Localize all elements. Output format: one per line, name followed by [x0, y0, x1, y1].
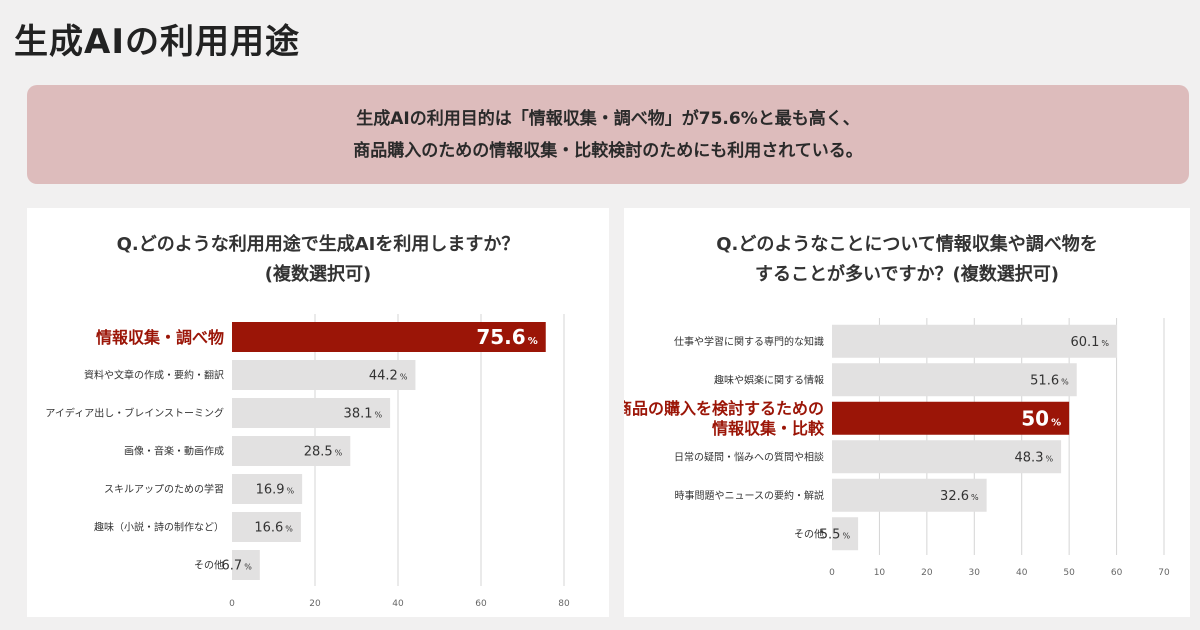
value-unit: % [335, 449, 343, 458]
value-label: 16.9% [256, 483, 295, 498]
x-tick-label: 60 [475, 599, 487, 609]
page-title: 生成AIの利用用途 [14, 22, 300, 62]
value-unit: % [1045, 454, 1053, 463]
chart-question: Q.どのようなことについて情報収集や調べ物を することが多いですか？(複数選択可… [624, 230, 1190, 290]
value-label: 50% [1021, 406, 1061, 430]
value-label: 60.1% [1070, 335, 1109, 350]
bar [832, 363, 1077, 397]
value-label: 6.7% [222, 559, 253, 574]
value-number: 6.7 [222, 559, 243, 574]
summary-line-2: 商品購入のための情報収集・比較検討のためにも利用されている。 [353, 140, 863, 161]
x-tick-label: 0 [229, 599, 235, 609]
value-number: 48.3 [1015, 450, 1044, 465]
bar [832, 517, 859, 551]
value-number: 44.2 [369, 369, 398, 384]
bar-highlighted [832, 401, 1070, 435]
value-number: 38.1 [344, 407, 373, 422]
x-tick-label: 80 [558, 599, 570, 609]
value-label: 44.2% [369, 369, 408, 384]
usage-bar-chart: 0 20 40 60 80 情報収集・調べ物 75.6 % 資料や文章の作成・要約・翻訳 44.2… [45, 314, 570, 609]
value-unit: % [528, 336, 538, 347]
value-number: 75.6 [476, 325, 525, 349]
category-label: その他 [794, 527, 824, 540]
value-number: 16.6 [254, 521, 283, 536]
value-unit: % [1061, 377, 1069, 386]
x-tick-label: 40 [392, 599, 404, 609]
category-label: 画像・音楽・動画作成 [124, 445, 224, 458]
value-label: 38.1% [344, 407, 383, 422]
bar [832, 478, 987, 512]
bar [232, 398, 391, 428]
value-number: 32.6 [940, 489, 969, 504]
x-tick-label: 0 [829, 568, 835, 578]
value-label: 51.6% [1030, 373, 1069, 388]
x-tick-label: 10 [874, 568, 886, 578]
category-label: 時事問題やニュースの要約・解説 [675, 489, 825, 502]
category-label: その他 [194, 559, 224, 572]
value-unit: % [971, 493, 979, 502]
bar [832, 440, 1062, 474]
bar [232, 512, 301, 542]
category-label: アイディア出し・ブレインストーミング [45, 407, 224, 420]
question-line-1: Q.どのような利用用途で生成AIを利用しますか？ [116, 234, 520, 255]
bar [832, 324, 1118, 358]
value-unit: % [285, 525, 293, 534]
chart-question: Q.どのような利用用途で生成AIを利用しますか？ (複数選択可) [27, 230, 609, 290]
value-number: 50 [1021, 406, 1049, 430]
x-tick-label: 50 [1063, 568, 1075, 578]
chart-panel-usage: Q.どのような利用用途で生成AIを利用しますか？ (複数選択可) 0 20 40 60… [27, 208, 609, 617]
value-number: 16.9 [256, 483, 285, 498]
category-label: 情報収集・比較 [712, 419, 825, 438]
value-label: 28.5% [304, 445, 343, 460]
info-gathering-bar-chart: 0 10 20 30 40 50 60 70 仕事や学習に関する専門的な知識 60.1 % 趣味や娯楽… [624, 318, 1170, 578]
value-unit: % [287, 487, 295, 496]
category-label: 趣味（小説・詩の制作など） [94, 521, 224, 534]
x-tick-label: 30 [969, 568, 981, 578]
question-line-2: することが多いですか？(複数選択可) [755, 264, 1059, 285]
value-unit: % [244, 563, 252, 572]
category-label: 日常の疑問・悩みへの質問や相談 [674, 450, 824, 463]
value-number: 60.1 [1070, 335, 1099, 350]
x-tick-label: 70 [1158, 568, 1170, 578]
question-line-2: (複数選択可) [264, 264, 372, 285]
category-label: 趣味や娯楽に関する情報 [714, 373, 824, 386]
x-tick-label: 20 [309, 599, 321, 609]
value-label: 32.6% [940, 489, 979, 504]
bar [232, 550, 260, 580]
value-label: 75.6% [476, 325, 537, 349]
category-label: 仕事や学習に関する専門的な知識 [674, 335, 824, 348]
bar-highlighted [232, 322, 546, 352]
x-tick-label: 40 [1016, 568, 1028, 578]
bar [232, 474, 303, 504]
category-label: 商品の購入を検討するための [624, 399, 824, 418]
value-number: 51.6 [1030, 373, 1059, 388]
x-tick-label: 60 [1111, 568, 1123, 578]
value-label: 5.5% [820, 527, 851, 542]
value-unit: % [1051, 417, 1061, 428]
chart-panel-info-gathering: Q.どのようなことについて情報収集や調べ物を することが多いですか？(複数選択可… [624, 208, 1190, 617]
value-label: 16.6% [254, 521, 293, 536]
question-line-1: Q.どのようなことについて情報収集や調べ物を [716, 234, 1098, 255]
value-unit: % [375, 411, 383, 420]
summary-banner: 生成AIの利用目的は「情報収集・調べ物」が75.6%と最も高く、 商品購入のため… [27, 85, 1189, 184]
value-label: 48.3% [1015, 450, 1054, 465]
category-label: 資料や文章の作成・要約・翻訳 [84, 369, 224, 382]
value-number: 5.5 [820, 527, 841, 542]
value-unit: % [842, 531, 850, 540]
value-unit: % [1101, 339, 1109, 348]
bar [232, 436, 351, 466]
summary-line-1: 生成AIの利用目的は「情報収集・調べ物」が75.6%と最も高く、 [356, 108, 860, 129]
x-tick-label: 20 [921, 568, 933, 578]
category-label: 情報収集・調べ物 [96, 328, 224, 347]
value-unit: % [400, 373, 408, 382]
value-number: 28.5 [304, 445, 333, 460]
category-label: スキルアップのための学習 [104, 483, 224, 496]
bar [232, 360, 416, 390]
